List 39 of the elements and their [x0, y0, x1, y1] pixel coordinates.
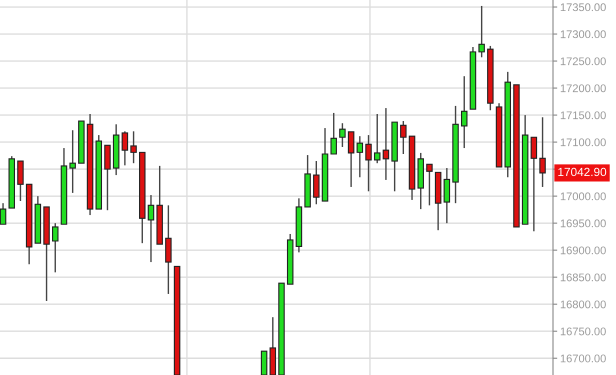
y-tick-label: 17150.00: [560, 111, 606, 120]
y-tick-label: 17350.00: [560, 3, 606, 12]
candlestick: [365, 134, 372, 192]
y-tick-label: 17000.00: [560, 192, 606, 200]
candlestick: [356, 135, 364, 178]
candlestick: [0, 202, 6, 225]
y-tick-label: 17250.00: [560, 57, 606, 66]
candlestick: [122, 130, 128, 166]
candlestick: [165, 204, 172, 295]
candlestick: [444, 167, 450, 224]
candlestick: [374, 113, 380, 164]
candlestick: [530, 136, 538, 232]
candlestick: [460, 75, 468, 149]
y-tick-label: 16850.00: [560, 273, 606, 282]
y-tick-label: 17100.00: [560, 138, 606, 146]
candlestick: [313, 160, 320, 205]
candlestick: [130, 130, 137, 164]
y-tick-label: 16950.00: [560, 219, 606, 228]
candlestick: [478, 5, 485, 58]
y-tick-label: 16900.00: [560, 246, 606, 254]
candlestick: [330, 112, 337, 155]
y-tick-label: 16800.00: [560, 300, 606, 308]
candlestick: [348, 131, 354, 188]
y-tick-label: 17200.00: [560, 84, 606, 92]
candlestick: [426, 164, 433, 206]
candlestick: [382, 107, 390, 181]
y-tick-label: 16700.00: [560, 354, 606, 362]
candlestick: [339, 122, 346, 148]
y-tick-label: 16750.00: [560, 328, 606, 336]
candlestick: [539, 116, 546, 188]
y-tick-label: 17300.00: [560, 30, 606, 38]
candlestick: [400, 120, 407, 155]
candlestick: [52, 222, 59, 274]
text: 17042.90: [558, 168, 606, 176]
candlestick: [148, 194, 154, 263]
candlestick: [260, 350, 268, 375]
candlestick: [69, 130, 76, 194]
candlestick: [104, 144, 111, 211]
candlestick: [17, 160, 24, 202]
